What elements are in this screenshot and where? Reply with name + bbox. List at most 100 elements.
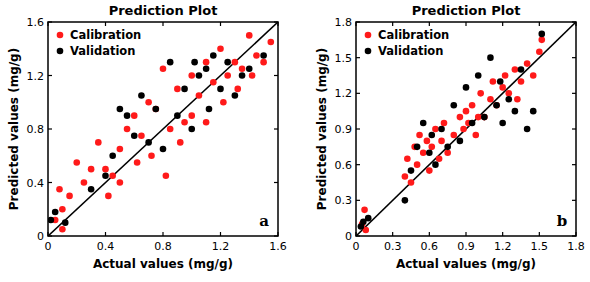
x-tick [392, 232, 393, 236]
point [232, 92, 239, 99]
x-axis-label: Actual values (mg/g) [93, 257, 233, 271]
x-tick [105, 22, 106, 26]
point [420, 120, 427, 127]
point [530, 72, 537, 79]
point [203, 66, 210, 73]
point [102, 166, 109, 173]
point [163, 173, 170, 180]
point [536, 48, 543, 55]
point [530, 108, 537, 115]
point [475, 114, 482, 121]
point [203, 59, 210, 66]
legend-label: Calibration [378, 28, 449, 42]
y-tick [356, 93, 360, 94]
point [217, 45, 224, 52]
x-tick [465, 22, 466, 26]
point [469, 102, 476, 109]
x-tick [539, 22, 540, 26]
point [493, 102, 500, 109]
legend-label: Calibration [70, 28, 141, 42]
y-tick-label: 0.4 [27, 177, 45, 190]
point [499, 120, 506, 127]
x-tick [162, 232, 163, 236]
point [428, 132, 435, 139]
point [438, 138, 445, 145]
y-tick [572, 57, 576, 58]
x-tick-label: 1.2 [494, 240, 512, 253]
plot-frame [356, 22, 576, 236]
point [404, 155, 411, 162]
point [88, 186, 95, 193]
point [408, 167, 415, 174]
point [153, 106, 160, 113]
x-axis-label: Actual values (mg/g) [396, 257, 536, 271]
y-tick [572, 128, 576, 129]
x-tick [392, 22, 393, 26]
y-tick [572, 21, 576, 22]
point [48, 217, 54, 224]
point [432, 126, 439, 133]
point [477, 90, 484, 97]
point [177, 139, 184, 146]
y-tick [274, 128, 278, 129]
point [95, 139, 102, 146]
point [167, 126, 174, 133]
point [117, 106, 124, 113]
point [246, 66, 253, 73]
panel-label: a [259, 212, 269, 230]
legend-label: Validation [378, 44, 443, 58]
y-tick-label: 1.8 [335, 16, 353, 29]
point [217, 86, 224, 93]
point [73, 159, 80, 166]
point [260, 52, 267, 59]
point [414, 161, 421, 168]
y-tick [274, 182, 278, 183]
point [441, 120, 448, 127]
point [472, 132, 479, 139]
point [493, 102, 500, 109]
point [450, 132, 457, 139]
y-tick-label: 1.2 [27, 70, 45, 83]
legend-label: Validation [70, 44, 135, 58]
point [174, 112, 181, 119]
y-tick [572, 93, 576, 94]
figure: Prediction Plot00.40.81.21.600.40.81.21.… [0, 0, 590, 282]
point [59, 226, 66, 233]
point [249, 72, 256, 79]
point [512, 108, 519, 115]
y-tick [356, 164, 360, 165]
y-tick [48, 75, 52, 76]
point [524, 60, 531, 67]
plot-frame [48, 22, 278, 236]
point [117, 146, 124, 153]
point [102, 173, 109, 180]
x-tick-label: 1.8 [567, 240, 585, 253]
point [239, 66, 246, 73]
plot-area [356, 22, 576, 236]
x-tick [429, 232, 430, 236]
point [420, 149, 427, 156]
point [196, 92, 203, 99]
point [457, 138, 464, 145]
y-tick [356, 128, 360, 129]
point [416, 132, 423, 139]
y-tick [356, 235, 360, 236]
x-tick [105, 232, 106, 236]
y-tick-label: 1.5 [335, 52, 353, 65]
x-tick [162, 22, 163, 26]
point [124, 126, 131, 133]
point [160, 66, 167, 73]
point [499, 84, 506, 91]
point [206, 106, 213, 113]
point [62, 219, 69, 226]
legend-marker [365, 32, 372, 39]
y-tick [356, 200, 360, 201]
point [505, 96, 512, 103]
y-tick [572, 235, 576, 236]
point [408, 179, 415, 186]
point [361, 207, 368, 214]
point [253, 52, 260, 59]
point [188, 112, 195, 119]
y-tick [274, 235, 278, 236]
point [234, 86, 241, 93]
